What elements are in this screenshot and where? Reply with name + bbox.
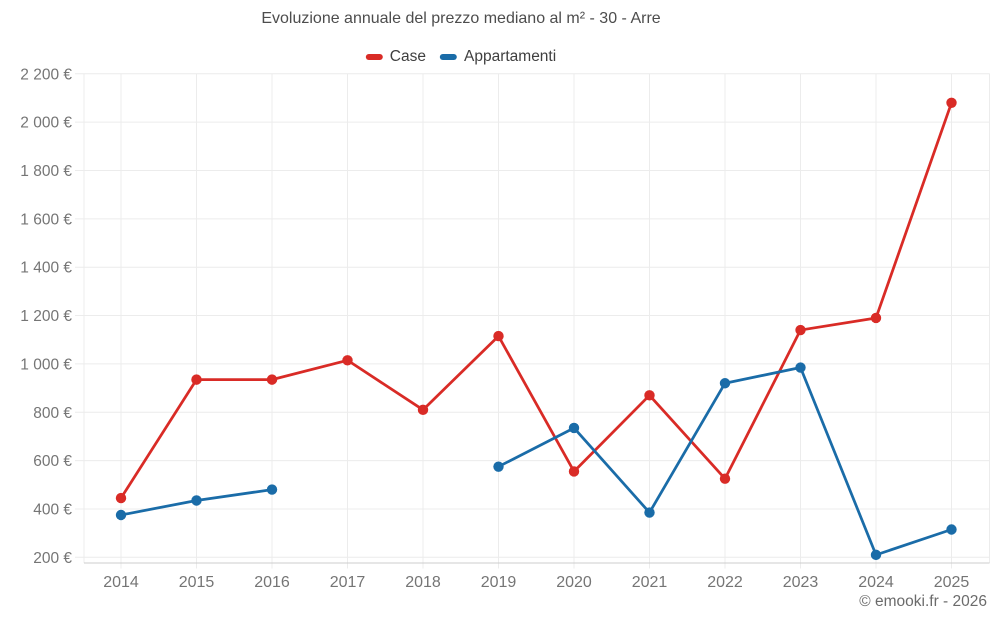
x-tick-label: 2024 (858, 574, 894, 591)
x-tick-label: 2018 (405, 574, 441, 591)
data-point-appartamenti-2025[interactable] (946, 524, 957, 535)
y-tick-label: 2 200 € (20, 66, 72, 83)
y-tick-label: 2 000 € (20, 115, 72, 132)
x-tick-label: 2015 (179, 574, 215, 591)
y-tick-label: 200 € (33, 550, 72, 567)
y-tick-label: 1 200 € (20, 308, 72, 325)
legend-swatch-appartamenti-icon (439, 54, 457, 60)
chart-legend: Case Appartamenti (365, 48, 557, 66)
attribution: © emooki.fr - 2026 (859, 593, 987, 610)
y-tick-label: 1 600 € (20, 211, 72, 228)
data-point-appartamenti-2016[interactable] (266, 484, 278, 495)
y-tick-label: 800 € (33, 405, 72, 422)
data-point-case-2015[interactable] (191, 374, 202, 385)
y-tick-label: 1 000 € (20, 356, 72, 373)
data-point-case-2020[interactable] (568, 466, 580, 477)
x-tick-label: 2023 (783, 574, 819, 591)
data-point-case-2017[interactable] (342, 355, 353, 366)
x-tick-label: 2025 (934, 574, 970, 591)
data-point-appartamenti-2020[interactable] (568, 422, 580, 434)
data-point-case-2019[interactable] (493, 330, 504, 342)
y-tick-label: 1 400 € (20, 260, 72, 277)
x-tick-label: 2021 (632, 574, 668, 591)
data-point-case-2022[interactable] (719, 473, 731, 484)
data-point-case-2021[interactable] (644, 390, 655, 401)
legend-item-case[interactable]: Case (365, 48, 426, 66)
data-point-case-2018[interactable] (417, 404, 429, 416)
data-point-case-2024[interactable] (870, 312, 882, 324)
y-tick-label: 400 € (33, 501, 72, 518)
legend-label-appartamenti: Appartamenti (463, 48, 557, 65)
data-point-appartamenti-2024[interactable] (870, 549, 882, 561)
x-tick-label: 2014 (103, 574, 139, 591)
legend-label-case: Case (389, 48, 426, 65)
data-point-appartamenti-2021[interactable] (644, 507, 655, 518)
data-point-case-2025[interactable] (946, 97, 957, 109)
y-tick-label: 1 800 € (20, 163, 72, 180)
data-point-case-2016[interactable] (266, 374, 278, 385)
data-point-appartamenti-2019[interactable] (493, 461, 504, 472)
x-tick-label: 2017 (330, 574, 366, 591)
legend-item-appartamenti[interactable]: Appartamenti (439, 48, 557, 66)
chart-title: Evoluzione annuale del prezzo mediano al… (261, 10, 661, 27)
x-tick-label: 2020 (556, 574, 592, 591)
series-line-case (119, 102, 953, 499)
y-tick-label: 600 € (33, 453, 72, 470)
data-point-case-2023[interactable] (795, 324, 806, 336)
data-point-appartamenti-2022[interactable] (719, 378, 731, 389)
x-tick-label: 2016 (254, 574, 290, 591)
data-point-appartamenti-2023[interactable] (795, 362, 806, 373)
legend-swatch-case-icon (365, 54, 383, 60)
data-point-appartamenti-2015[interactable] (191, 495, 202, 506)
data-point-appartamenti-2014[interactable] (115, 509, 127, 521)
data-point-case-2014[interactable] (115, 492, 127, 504)
x-tick-label: 2019 (481, 574, 517, 591)
x-tick-label: 2022 (707, 574, 743, 591)
